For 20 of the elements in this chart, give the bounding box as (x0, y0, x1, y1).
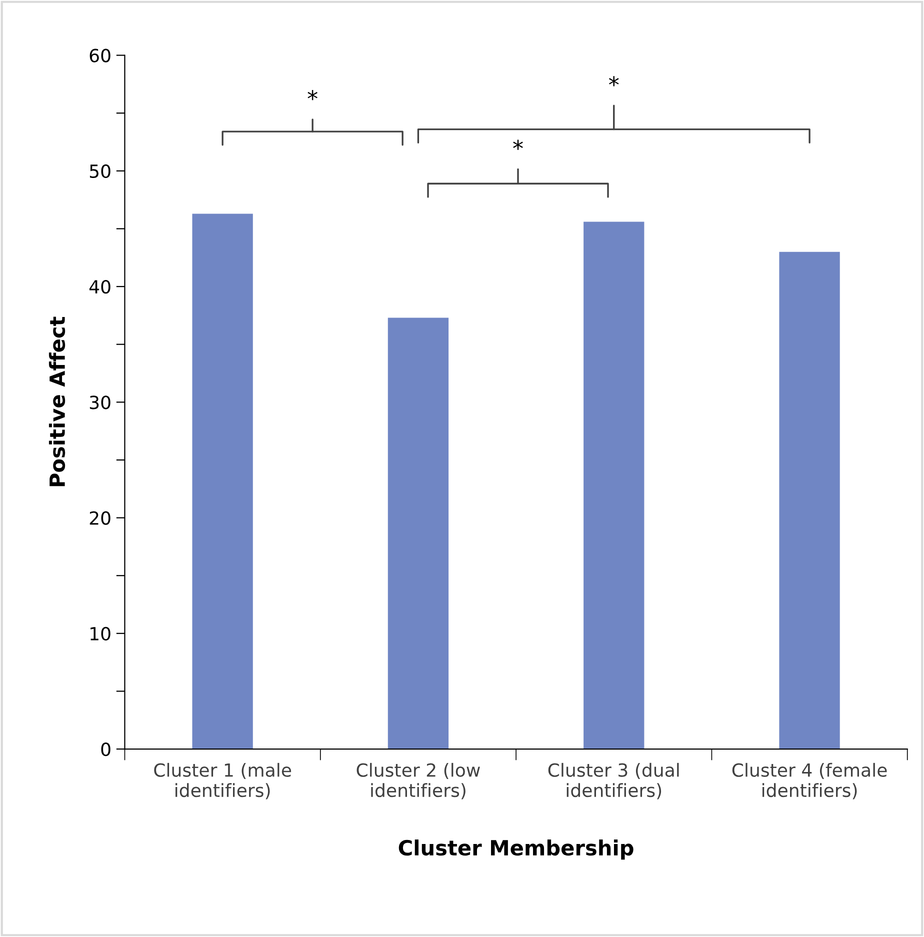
annotation: * (608, 76, 619, 86)
y-tick-label: 20 (90, 511, 110, 525)
y-tick-label: 60 (90, 48, 110, 62)
annotation: * (513, 140, 523, 150)
x-tick-label: Cluster 1 (male identifiers) (154, 762, 292, 800)
y-tick-label: 0 (101, 742, 110, 756)
bar (584, 222, 644, 750)
y-tick-label: 10 (90, 626, 110, 641)
bar (192, 214, 253, 750)
x-axis-title: Cluster Membership (398, 840, 634, 860)
y-tick-label: 40 (89, 280, 110, 294)
y-tick-label: 30 (90, 396, 110, 410)
bar (388, 318, 449, 750)
y-axis-title: Positive Affect (48, 316, 66, 486)
bar (779, 252, 840, 750)
x-tick-label: Cluster 3 (dual identifiers) (548, 762, 679, 800)
annotation: * (308, 90, 318, 100)
y-tick-label: 50 (90, 164, 110, 178)
x-tick-label: Cluster 2 (low identifiers) (356, 762, 480, 800)
x-tick-label: Cluster 4 (female identifiers) (732, 762, 887, 800)
